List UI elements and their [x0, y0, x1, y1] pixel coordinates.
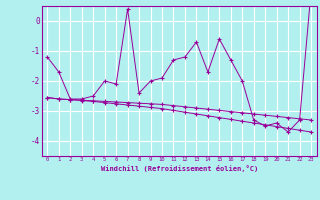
- X-axis label: Windchill (Refroidissement éolien,°C): Windchill (Refroidissement éolien,°C): [100, 165, 258, 172]
